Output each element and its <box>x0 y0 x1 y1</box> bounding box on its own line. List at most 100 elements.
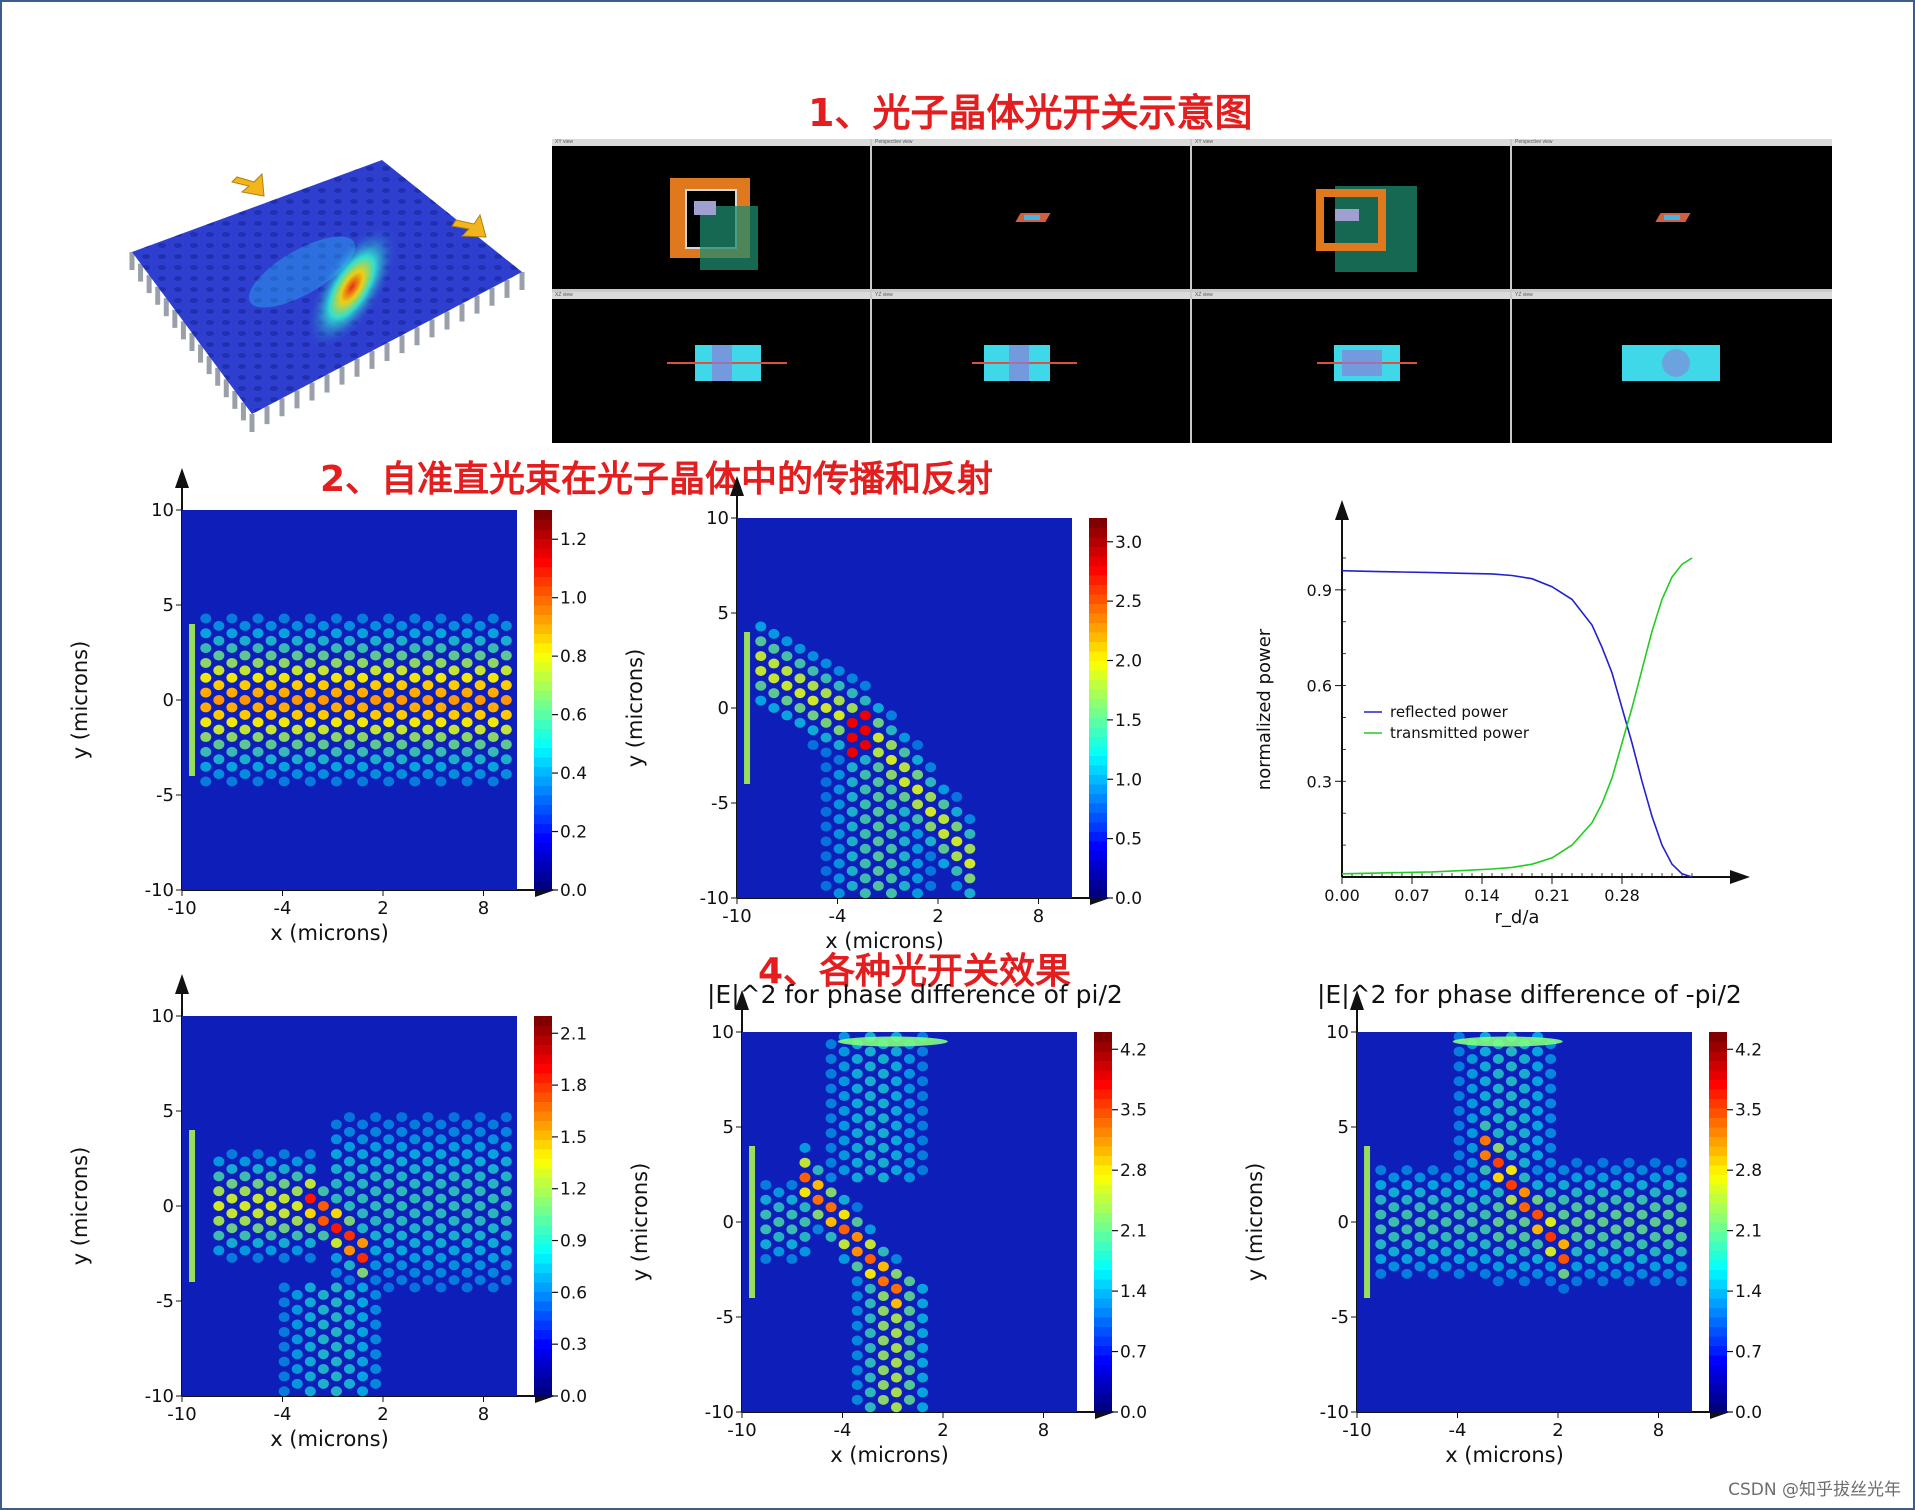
field-spot <box>899 821 910 832</box>
field-spot <box>1545 1246 1557 1257</box>
field-spot <box>252 628 264 639</box>
field-spot <box>213 1245 225 1256</box>
field-spot <box>304 1312 316 1323</box>
field-spot <box>396 1230 408 1241</box>
field-spot <box>833 828 845 839</box>
field-spot <box>786 1209 798 1220</box>
reflected-power-line <box>1341 569 1693 878</box>
field-spot <box>409 702 421 713</box>
field-spot <box>859 843 871 854</box>
field-spot <box>278 746 290 757</box>
field-spot <box>252 1238 264 1249</box>
field-spot <box>1571 1157 1583 1168</box>
field-spot <box>330 746 342 757</box>
field-spot <box>807 695 819 706</box>
field-spot <box>448 1112 460 1123</box>
colorbar-segment <box>534 624 552 634</box>
field-spot <box>912 858 924 869</box>
field-spot <box>1597 1231 1609 1242</box>
top-monitor-glow <box>837 1036 948 1047</box>
field-spot <box>859 680 871 691</box>
field-spot <box>226 628 238 639</box>
field-spot <box>1532 1105 1544 1116</box>
colorbar-tick-label: 3.5 <box>1735 1101 1762 1121</box>
field-spot <box>904 1142 915 1153</box>
colorbar-segment <box>534 1253 552 1264</box>
heatmap-spots <box>1375 1031 1687 1294</box>
field-spot <box>755 695 767 706</box>
field-spot <box>330 1163 342 1174</box>
colorbar-segment <box>1709 1374 1727 1384</box>
field-spot <box>1584 1224 1596 1235</box>
field-spot <box>1636 1209 1648 1220</box>
beam-glow <box>307 225 397 349</box>
field-spot <box>278 761 290 772</box>
field-spot <box>1545 1053 1557 1064</box>
field-spot <box>820 806 832 817</box>
field-spot <box>1584 1179 1596 1190</box>
field-spot <box>317 650 329 661</box>
field-spot <box>252 672 264 683</box>
field-spot <box>357 717 369 728</box>
sim-view-perspective-1: Perspective view <box>872 139 1190 289</box>
field-spot <box>330 1326 342 1337</box>
field-spot <box>1584 1209 1596 1220</box>
field-spot <box>890 1313 902 1324</box>
field-spot <box>1532 1194 1544 1205</box>
field-spot <box>461 1208 473 1219</box>
field-spot <box>1545 1157 1557 1168</box>
field-spot <box>500 1186 512 1197</box>
colorbar-tick-label: 0.2 <box>560 823 587 843</box>
field-spot <box>846 673 858 684</box>
x-axis-label: r_d/a <box>1495 907 1540 928</box>
legend-entry: reflected power <box>1390 703 1509 721</box>
field-spot <box>487 1149 499 1160</box>
field-spot <box>890 1254 902 1265</box>
plot-title-pi-half: |E|^2 for phase difference of pi/2 <box>707 980 1123 1009</box>
field-spot <box>278 1193 290 1204</box>
field-spot <box>474 665 486 676</box>
source-line <box>749 1146 756 1298</box>
field-spot <box>213 665 225 676</box>
field-spot <box>1505 1120 1517 1131</box>
field-spot <box>200 672 212 683</box>
colorbar-segment <box>1094 1070 1112 1080</box>
colorbar-segment <box>1094 1165 1112 1175</box>
field-spot <box>487 1193 499 1204</box>
field-spot <box>1610 1254 1622 1265</box>
field-spot <box>1636 1254 1648 1265</box>
colorbar-segment <box>1709 1383 1727 1394</box>
field-spot <box>487 1208 499 1219</box>
field-spot <box>448 1126 460 1137</box>
field-spot <box>448 1156 460 1167</box>
field-spot <box>278 717 290 728</box>
x-tick-label: -10 <box>167 898 196 919</box>
field-spot <box>278 1149 290 1160</box>
colorbar-segment <box>534 1225 552 1235</box>
y-tick-label: 0.9 <box>1307 581 1332 600</box>
field-spot <box>370 1364 382 1375</box>
field-spot <box>383 657 395 668</box>
field-spot <box>344 680 355 691</box>
field-spot <box>330 1297 342 1308</box>
field-spot <box>396 724 408 735</box>
field-spot <box>304 1252 316 1263</box>
field-spot <box>899 866 910 877</box>
field-spot <box>872 747 884 758</box>
field-spot <box>1505 1239 1517 1250</box>
field-spot <box>890 1283 902 1294</box>
field-spot <box>435 1208 447 1219</box>
field-spot <box>1545 1276 1557 1287</box>
field-spot <box>864 1342 876 1353</box>
colorbar-segment <box>534 662 552 672</box>
field-spot <box>357 1267 369 1278</box>
colorbar-segment <box>1094 1241 1112 1251</box>
field-spot <box>461 717 473 728</box>
field-spot <box>344 1378 355 1389</box>
section-title-1: 1、光子晶体光开关示意图 <box>808 91 1253 135</box>
field-spot <box>383 717 395 728</box>
field-spot <box>252 1149 264 1160</box>
field-spot <box>768 643 780 654</box>
field-spot <box>474 739 486 750</box>
field-spot <box>917 1387 929 1398</box>
